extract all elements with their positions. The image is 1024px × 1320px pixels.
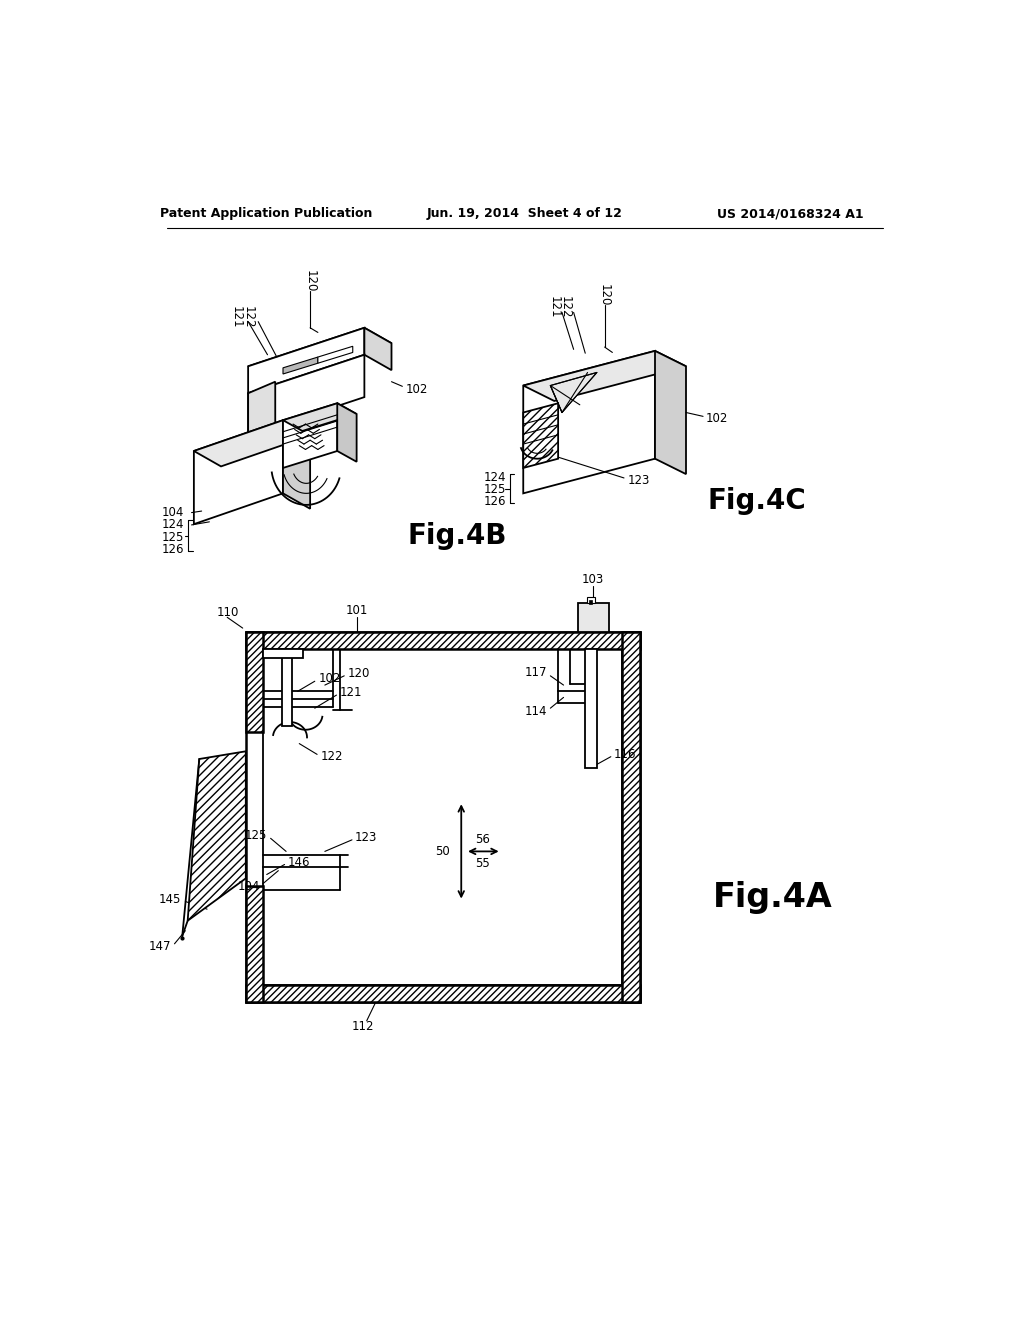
Text: 101: 101 [345, 603, 368, 616]
Text: Patent Application Publication: Patent Application Publication [160, 207, 372, 220]
Text: 124: 124 [162, 519, 183, 532]
Text: 114: 114 [524, 705, 547, 718]
Text: 146: 146 [288, 855, 310, 869]
Polygon shape [283, 404, 337, 469]
Polygon shape [317, 346, 352, 363]
Polygon shape [248, 381, 275, 436]
Text: Fig.4A: Fig.4A [713, 882, 833, 913]
Text: 122: 122 [242, 306, 254, 329]
Text: 121: 121 [340, 686, 362, 700]
Polygon shape [283, 358, 317, 374]
Text: 102: 102 [406, 383, 428, 396]
Text: 102: 102 [706, 412, 728, 425]
Text: 145: 145 [159, 894, 181, 907]
Polygon shape [283, 404, 356, 430]
Text: 120: 120 [304, 271, 316, 293]
Bar [623, 632, 640, 1002]
Text: 121: 121 [548, 296, 560, 318]
Text: 124: 124 [483, 471, 506, 484]
Polygon shape [523, 404, 558, 469]
Text: 112: 112 [351, 1019, 374, 1032]
Text: 55: 55 [475, 857, 490, 870]
Text: 102: 102 [318, 672, 341, 685]
Text: 121: 121 [229, 306, 243, 329]
Bar [589, 599, 592, 605]
Polygon shape [248, 327, 365, 393]
Text: 117: 117 [524, 667, 547, 680]
Text: 125: 125 [162, 531, 183, 544]
Text: 122: 122 [321, 750, 343, 763]
Bar [587, 597, 595, 603]
Bar [246, 632, 263, 733]
Polygon shape [337, 404, 356, 462]
Polygon shape [283, 420, 310, 508]
Bar [246, 985, 640, 1002]
Text: 125: 125 [245, 829, 267, 842]
Text: 50: 50 [435, 845, 450, 858]
Polygon shape [550, 372, 597, 412]
Text: 126: 126 [483, 495, 506, 508]
Text: Fig.4C: Fig.4C [708, 487, 807, 515]
Polygon shape [248, 355, 365, 436]
Bar [283, 649, 292, 726]
Text: 126: 126 [162, 543, 183, 556]
Bar [263, 649, 303, 659]
Polygon shape [655, 351, 686, 474]
Text: 122: 122 [559, 296, 572, 318]
Text: 123: 123 [628, 474, 650, 487]
Text: 116: 116 [614, 748, 637, 760]
Text: Jun. 19, 2014  Sheet 4 of 12: Jun. 19, 2014 Sheet 4 of 12 [427, 207, 623, 220]
Text: 104: 104 [238, 880, 260, 894]
Text: Fig.4B: Fig.4B [407, 521, 507, 549]
Polygon shape [194, 420, 310, 466]
Polygon shape [248, 327, 391, 381]
Text: 110: 110 [217, 606, 240, 619]
Bar [246, 886, 263, 1002]
Polygon shape [523, 351, 686, 401]
Polygon shape [194, 420, 283, 524]
Text: 56: 56 [475, 833, 490, 846]
Polygon shape [187, 751, 246, 921]
Polygon shape [365, 327, 391, 370]
Text: 147: 147 [148, 940, 171, 953]
Text: 104: 104 [162, 506, 183, 519]
Bar [246, 632, 640, 649]
Bar [586, 649, 597, 768]
Polygon shape [523, 351, 655, 494]
Text: 125: 125 [483, 483, 506, 496]
Text: 103: 103 [582, 573, 604, 586]
Text: US 2014/0168324 A1: US 2014/0168324 A1 [718, 207, 864, 220]
Bar [578, 603, 608, 632]
Text: 120: 120 [347, 667, 370, 680]
Text: 120: 120 [598, 284, 611, 306]
Text: 123: 123 [355, 832, 378, 843]
